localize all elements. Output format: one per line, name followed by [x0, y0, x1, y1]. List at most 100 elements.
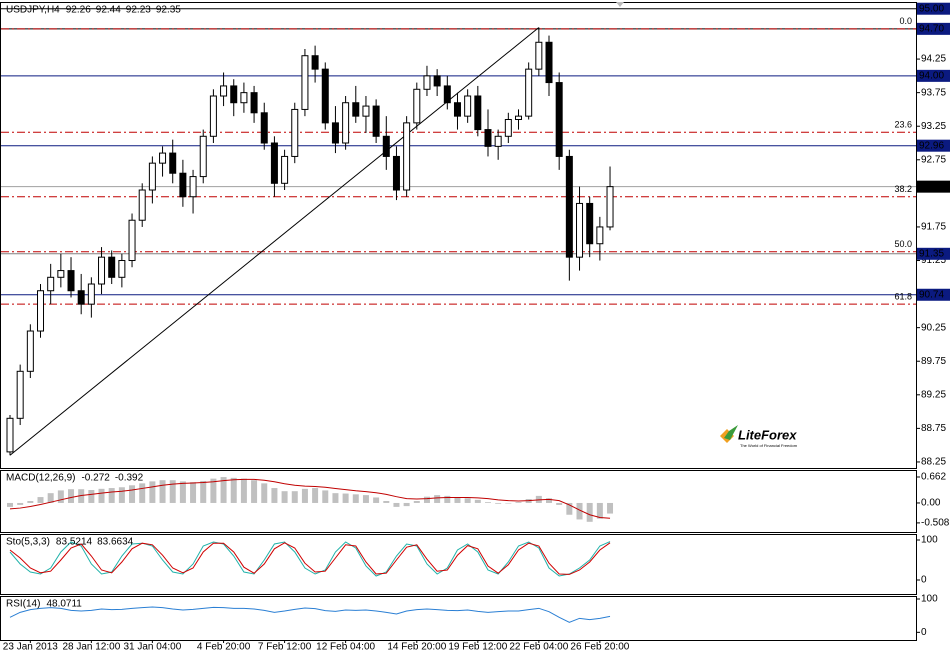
indicator-line [9, 606, 611, 623]
trendline [9, 27, 540, 456]
macd-bar [362, 495, 369, 503]
fib-label: 23.6 [894, 120, 912, 130]
macd-bar [352, 494, 359, 503]
readout: 83.6634 [97, 537, 134, 548]
candle-body [403, 122, 411, 191]
x-tick-label: 23 Jan 2013 [3, 642, 58, 653]
macd-panel [0, 470, 917, 533]
candle-body [392, 155, 400, 191]
candle-body [606, 186, 614, 228]
candle-body [311, 55, 319, 70]
macd-bar [27, 501, 34, 503]
macd-bar [301, 488, 308, 503]
candle-body [189, 176, 197, 198]
rsi-panel [0, 596, 917, 641]
readout: 48.0711 [46, 599, 82, 610]
macd-bar [403, 502, 410, 507]
y-tick-label: 0.662 [921, 472, 946, 483]
indicator-line [9, 478, 611, 519]
macd-bar [271, 488, 278, 503]
watermark: LiteForex [738, 427, 797, 442]
macd-bar [17, 502, 24, 505]
readout: 92.23 [126, 5, 151, 16]
candle-body [250, 92, 258, 114]
macd-bar [291, 491, 298, 503]
candle-body [474, 95, 482, 131]
macd-bar [68, 489, 75, 503]
macd-bar [322, 490, 329, 503]
candle-body [535, 41, 543, 70]
candle-body [37, 290, 45, 332]
macd-bar [149, 481, 156, 503]
candle-body [179, 172, 187, 198]
macd-bar [515, 502, 522, 503]
indicator-line [9, 542, 611, 575]
candle-body [138, 189, 146, 221]
candle-body [199, 135, 207, 178]
readout: 83.5214 [56, 537, 93, 548]
macd-bar [505, 502, 512, 504]
candle-body [484, 129, 492, 147]
stoch-panel [0, 534, 917, 595]
candle-body [291, 108, 299, 157]
level-tag [917, 247, 950, 260]
macd-bar [576, 502, 583, 520]
level-tag-label: 92.35 [919, 181, 944, 192]
level-tag-label: 94.00 [919, 71, 944, 82]
candle-body [128, 219, 136, 262]
candle-body [87, 283, 95, 305]
level-tag [917, 69, 950, 82]
candle-body [148, 162, 156, 191]
level-tag [917, 288, 950, 301]
level-tag [917, 2, 950, 15]
candle-body [413, 88, 421, 124]
macd-bar [393, 502, 400, 507]
candle-body [209, 95, 217, 137]
macd-bar [251, 480, 258, 503]
level-tag [917, 139, 950, 152]
x-tick-label: 4 Feb 20:00 [197, 642, 251, 653]
y-tick-label: 94.25 [921, 54, 946, 65]
candle-body [372, 105, 380, 137]
macd-bar [240, 478, 247, 503]
x-tick-label: 22 Feb 04:00 [509, 642, 568, 653]
y-tick-label: 91.25 [921, 255, 946, 266]
candle-body [159, 152, 167, 164]
macd-bar [546, 498, 553, 503]
shift-marker [616, 2, 624, 7]
candle-body [433, 75, 441, 87]
macd-bar [607, 502, 614, 514]
candle-body [382, 135, 390, 157]
candle-body [565, 155, 573, 258]
macd-bar [312, 488, 319, 503]
x-tick-label: 7 Feb 12:00 [258, 642, 312, 653]
macd-bar [210, 478, 217, 503]
macd-bar [373, 497, 380, 503]
y-tick-label: 91.75 [921, 222, 946, 233]
macd-bar [7, 502, 13, 507]
main-panel [0, 2, 917, 469]
candle-body [504, 119, 512, 137]
candle-body [453, 102, 461, 117]
macd-bar [474, 499, 481, 503]
macd-bar [444, 495, 451, 503]
level-tag-label: 94.70 [919, 23, 944, 34]
candle-body [545, 41, 553, 84]
panel-title: USDJPY,H4 [6, 5, 60, 16]
macd-bar [98, 488, 105, 503]
candle-body [230, 85, 238, 104]
candle-body [77, 290, 85, 305]
macd-bar [423, 496, 430, 503]
y-tick-label: 92.75 [921, 154, 946, 165]
x-tick-label: 19 Feb 12:00 [448, 642, 507, 653]
panel-title: MACD(12,26,9) [6, 473, 75, 484]
y-tick-label: 93.25 [921, 121, 946, 132]
fib-label: 0.0 [899, 16, 912, 26]
candle-body [586, 202, 594, 245]
y-tick-label: 93.75 [921, 87, 946, 98]
candle-body [515, 115, 522, 121]
candle-body [118, 260, 126, 278]
macd-bar [159, 480, 166, 503]
